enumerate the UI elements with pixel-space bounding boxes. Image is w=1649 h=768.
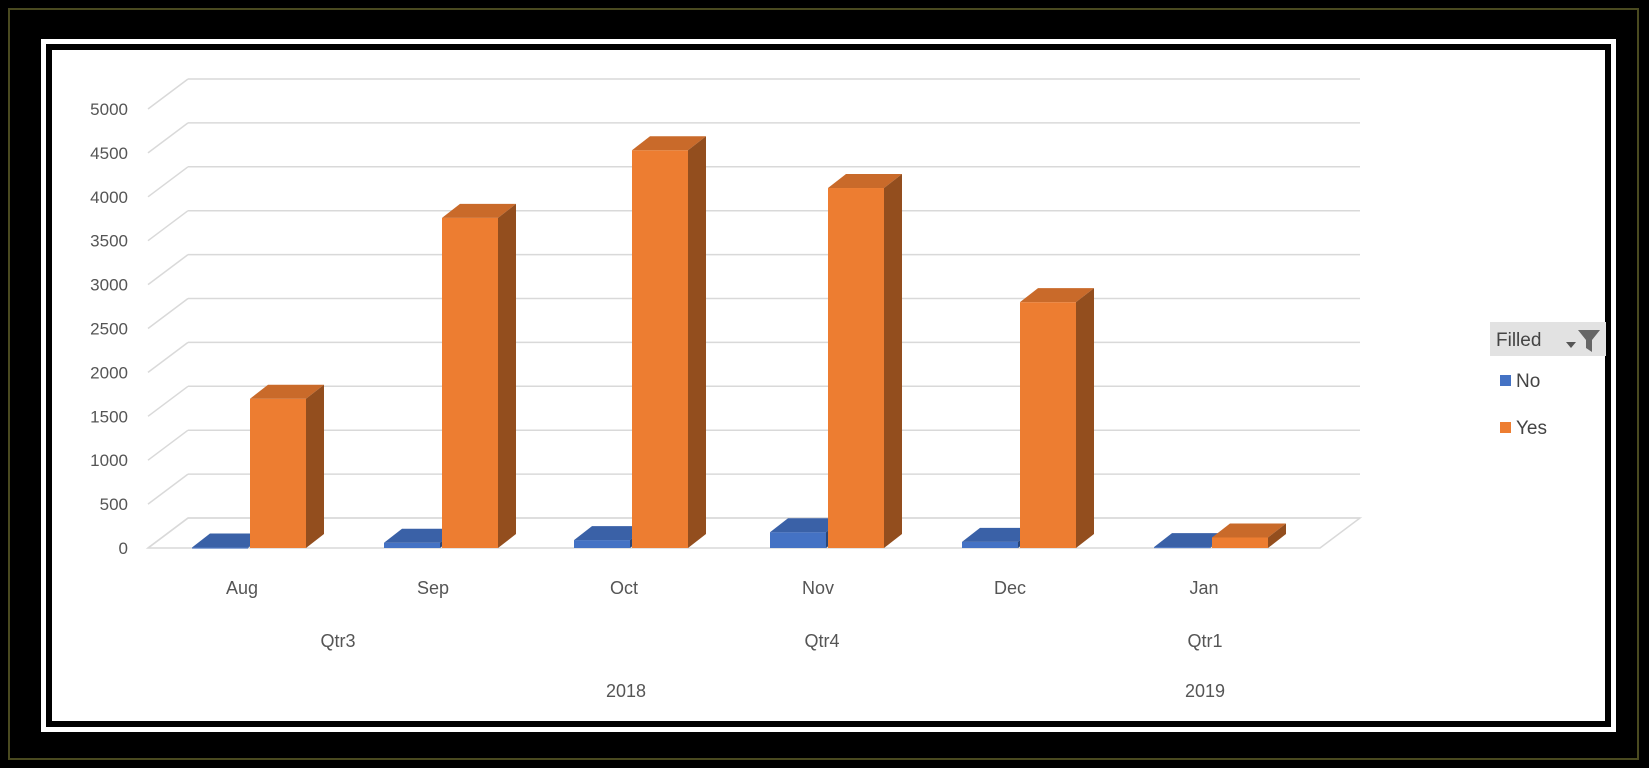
bar-yes-oct-top xyxy=(632,136,706,151)
bar-no-oct-top xyxy=(574,526,648,541)
bar-yes-aug-side xyxy=(306,384,324,548)
quarter-label: Qtr1 xyxy=(1187,631,1222,651)
quarter-label: Qtr4 xyxy=(804,631,839,651)
gridline-depth xyxy=(147,385,189,417)
chart-floor xyxy=(145,517,1363,549)
bar-no-sep-front xyxy=(384,542,440,548)
bar-yes-dec-top xyxy=(1020,288,1094,303)
bar-yes-sep-front xyxy=(442,217,498,548)
bar-yes-nov-front xyxy=(828,188,884,548)
y-tick-label: 1500 xyxy=(90,407,128,426)
bar-yes-dec-side xyxy=(1076,288,1094,548)
y-tick-label: 3000 xyxy=(90,276,128,295)
gridline-depth xyxy=(147,473,189,505)
bar-no-jan-front xyxy=(1154,547,1210,549)
bar-yes-sep-side xyxy=(498,203,516,548)
gridlines xyxy=(145,78,1363,549)
gridline-depth xyxy=(147,78,189,110)
bar-yes-nov-top xyxy=(828,174,902,189)
gridline-depth xyxy=(147,166,189,198)
filter-icon xyxy=(1578,330,1600,352)
year-label: 2019 xyxy=(1185,681,1225,701)
x-category-label: Nov xyxy=(802,578,834,598)
year-label: 2018 xyxy=(606,681,646,701)
bar-yes-aug-front xyxy=(250,398,306,548)
legend-swatch-no xyxy=(1500,375,1511,386)
y-tick-label: 5000 xyxy=(90,100,128,119)
bar-no-jan-top xyxy=(1154,533,1228,548)
x-category-label: Aug xyxy=(226,578,258,598)
bar-no-nov-front xyxy=(770,532,826,548)
bar-yes-sep-top xyxy=(442,203,516,218)
x-category-label: Jan xyxy=(1189,578,1218,598)
x-axis-labels: Aug Sep Oct Nov Dec Jan Qtr3 Qtr4 Qtr1 2018 2019 xyxy=(226,578,1225,701)
bar-no-oct-front xyxy=(574,540,630,548)
bar-yes-jan-front xyxy=(1212,537,1268,548)
bar-yes-nov-side xyxy=(884,174,902,548)
y-tick-label: 0 xyxy=(119,539,128,558)
bar-no-dec-top xyxy=(962,527,1036,542)
legend-title: Filled xyxy=(1496,330,1541,351)
quarter-label: Qtr3 xyxy=(320,631,355,651)
bar-no-nov-top xyxy=(770,518,844,533)
legend-label-yes: Yes xyxy=(1516,418,1547,439)
bar-yes-oct-side xyxy=(688,136,706,549)
bar-no-aug-front xyxy=(192,547,248,549)
gridline-depth xyxy=(147,429,189,461)
y-tick-label: 2000 xyxy=(90,363,128,382)
bar-no-dec-front xyxy=(962,541,1018,548)
y-tick-label: 500 xyxy=(100,495,128,514)
y-axis-ticks: 0 500 1000 1500 2000 2500 3000 3500 4000 4500 5000 xyxy=(90,100,128,558)
y-tick-label: 1000 xyxy=(90,451,128,470)
dropdown-arrow-icon xyxy=(1566,342,1576,348)
y-tick-label: 4000 xyxy=(90,188,128,207)
y-tick-label: 2500 xyxy=(90,320,128,339)
legend-swatch-yes xyxy=(1500,422,1511,433)
gridline-depth xyxy=(147,341,189,373)
bar-yes-jan-top xyxy=(1212,523,1286,538)
gridline-depth xyxy=(147,210,189,242)
bar-yes-oct-front xyxy=(632,150,688,549)
legend[interactable]: Filled No Yes xyxy=(1490,322,1606,439)
x-category-label: Oct xyxy=(610,578,638,598)
gridline-depth xyxy=(147,254,189,286)
bar-no-sep-top xyxy=(384,528,458,543)
bar-no-aug-top xyxy=(192,533,266,548)
y-tick-label: 4500 xyxy=(90,144,128,163)
legend-label-no: No xyxy=(1516,371,1540,392)
y-tick-label: 3500 xyxy=(90,232,128,251)
bar-yes-aug-top xyxy=(250,384,324,399)
x-category-label: Dec xyxy=(994,578,1026,598)
bar-yes-dec-front xyxy=(1020,302,1076,548)
gridline-depth xyxy=(147,297,189,330)
x-category-label: Sep xyxy=(417,578,449,598)
bar-yes-jan-side xyxy=(1268,523,1286,548)
gridline-depth xyxy=(147,122,189,154)
bars xyxy=(192,136,1286,549)
